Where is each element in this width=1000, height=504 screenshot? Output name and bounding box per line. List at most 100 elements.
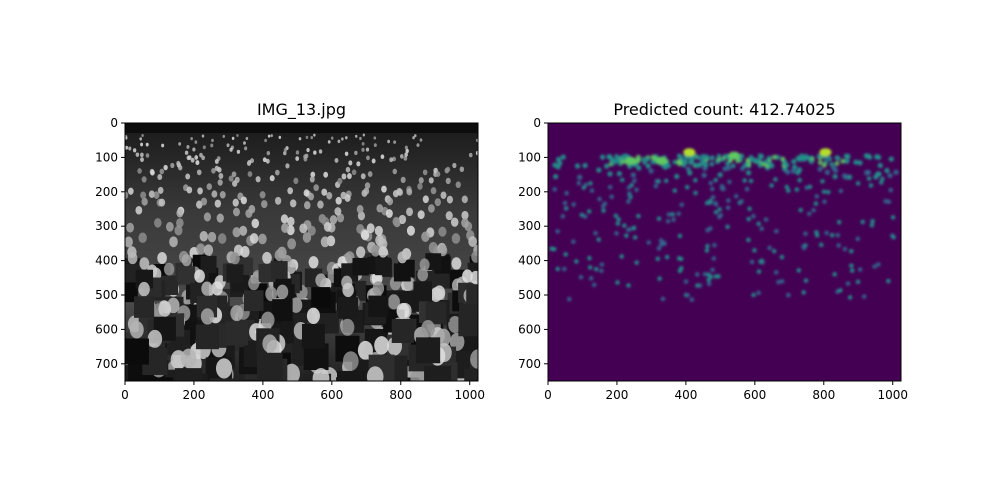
density-point — [709, 155, 715, 161]
left-panel: IMG_13.jpg 0 200 400 600 800 1000 0 100 200 300 4… — [95, 100, 485, 418]
density-point — [779, 254, 785, 260]
photo-face — [372, 281, 385, 296]
density-point — [676, 256, 682, 261]
density-point — [588, 181, 593, 186]
density-point — [560, 154, 566, 160]
photo-body — [425, 302, 447, 325]
photo-face — [340, 191, 347, 200]
photo-body — [226, 264, 244, 283]
density-point — [824, 230, 829, 236]
photo-body — [413, 281, 433, 302]
photo-face — [233, 207, 240, 217]
density-point — [751, 214, 756, 219]
photo-face — [356, 161, 361, 167]
photo-face — [287, 238, 297, 250]
photo-face — [147, 329, 163, 348]
photo-face — [406, 188, 413, 196]
density-point — [594, 267, 599, 272]
density-point — [811, 207, 816, 213]
density-point — [746, 162, 752, 168]
photo-face — [194, 155, 199, 160]
photo-face — [157, 186, 164, 194]
density-point — [588, 276, 594, 281]
photo-body — [368, 295, 389, 318]
photo-body — [361, 387, 390, 418]
photo-body — [459, 303, 478, 326]
photo-face — [306, 307, 320, 324]
photo-face — [170, 162, 175, 169]
density-point — [887, 172, 893, 179]
photo-face — [293, 177, 299, 185]
photo-face — [163, 262, 175, 276]
density-point — [717, 207, 722, 212]
photo-face — [226, 143, 230, 148]
photo-face — [337, 177, 343, 185]
photo-face — [295, 150, 300, 155]
density-point — [560, 214, 566, 219]
density-point — [735, 158, 741, 164]
photo-face — [419, 138, 423, 142]
density-point — [855, 279, 861, 285]
photo-face — [374, 336, 390, 355]
density-point — [846, 174, 853, 180]
density-point — [749, 259, 755, 265]
density-point — [829, 233, 835, 238]
density-point — [756, 269, 762, 274]
left-axes-frame — [124, 122, 479, 382]
photo-face — [392, 168, 398, 175]
photo-face — [378, 246, 388, 258]
density-point — [791, 158, 797, 165]
photo-face — [232, 198, 239, 207]
photo-face — [211, 281, 223, 296]
density-point — [814, 230, 819, 235]
density-point — [783, 161, 789, 167]
photo-face — [404, 152, 408, 157]
density-point — [697, 283, 703, 288]
photo-face — [459, 166, 465, 173]
density-point — [685, 166, 691, 172]
density-point — [717, 214, 722, 220]
photo-face — [138, 281, 150, 297]
density-point — [842, 246, 848, 252]
photo-face — [231, 171, 237, 178]
photo-face — [176, 208, 184, 218]
density-point — [791, 164, 798, 170]
photo-face — [148, 190, 155, 198]
density-point — [717, 172, 723, 178]
y-tick-label: 100 — [518, 150, 541, 164]
density-point — [574, 163, 581, 169]
density-point — [734, 193, 739, 199]
photo-face — [222, 134, 226, 138]
photo-face — [145, 142, 149, 147]
density-point — [807, 184, 813, 189]
density-point — [549, 246, 554, 251]
density-point — [614, 153, 619, 159]
photo-face — [157, 251, 167, 265]
density-point — [832, 272, 837, 277]
photo-face — [214, 199, 222, 208]
photo-face — [313, 150, 317, 155]
density-point — [817, 160, 823, 166]
photo-face — [214, 159, 219, 164]
photo-face — [430, 287, 442, 303]
right-y-axis: 0 100 200 300 400 500 600 700 — [518, 116, 548, 371]
photo-face — [219, 191, 226, 199]
density-point — [626, 199, 631, 204]
photo-face — [245, 136, 249, 141]
photo-face — [435, 171, 441, 178]
photo-face — [236, 134, 239, 138]
photo-face — [361, 147, 365, 152]
density-point — [817, 166, 823, 172]
photo-face — [127, 187, 134, 195]
density-hotspot — [683, 148, 696, 157]
density-point — [664, 178, 669, 184]
density-point — [552, 173, 559, 180]
photo-body — [209, 378, 239, 381]
photo-face — [128, 146, 132, 151]
photo-face — [330, 136, 334, 140]
photo-face — [199, 152, 203, 158]
photo-face — [380, 154, 385, 159]
photo-face — [203, 212, 212, 222]
density-point — [677, 268, 683, 274]
